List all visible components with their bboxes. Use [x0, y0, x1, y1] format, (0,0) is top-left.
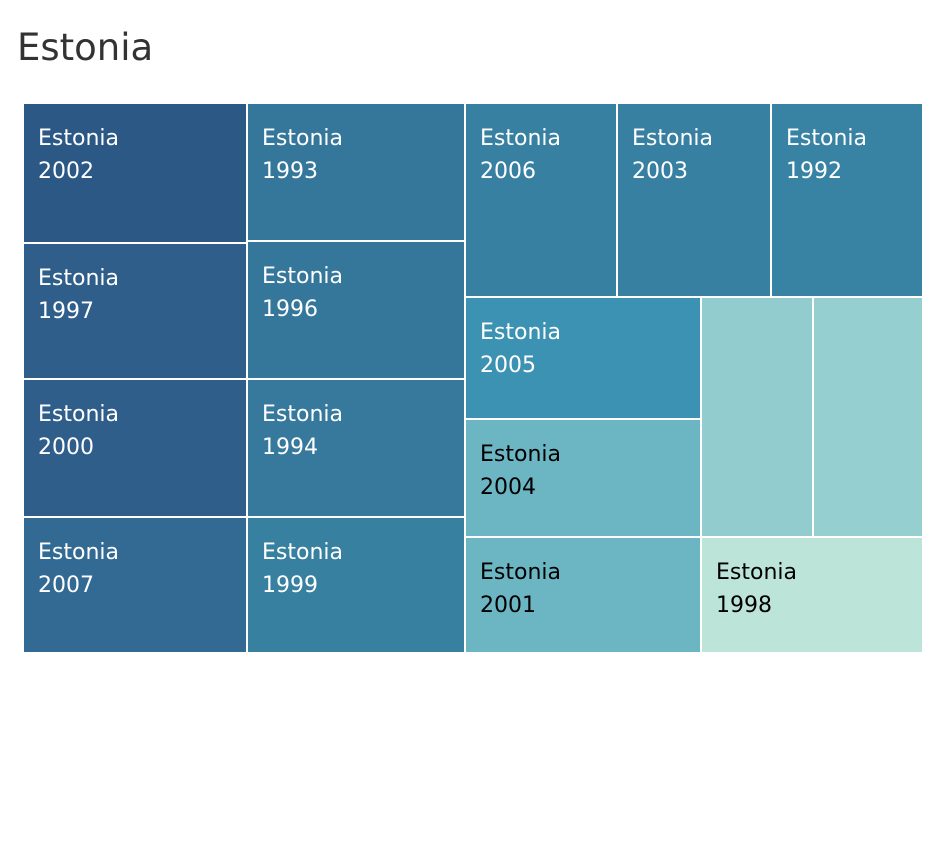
tile-country-label: Estonia [262, 402, 343, 427]
tile-label: Estonia 2000 [38, 398, 119, 464]
tile-label: Estonia 2005 [480, 316, 561, 382]
tile-country-label: Estonia [716, 560, 797, 585]
treemap-tile-2000[interactable]: Estonia 2000 [23, 379, 247, 517]
tile-year-label: 2005 [480, 353, 536, 378]
treemap-tile-2002[interactable]: Estonia 2002 [23, 103, 247, 243]
tile-label: Estonia 2006 [480, 122, 561, 188]
treemap-tile-2003[interactable]: Estonia 2003 [617, 103, 771, 297]
tile-year-label: 1992 [786, 159, 842, 184]
tile-label: Estonia 1993 [262, 122, 343, 188]
tile-year-label: 2006 [480, 159, 536, 184]
tile-country-label: Estonia [480, 320, 561, 345]
tile-label: Estonia 1998 [716, 556, 797, 622]
treemap-tile-1999[interactable]: Estonia 1999 [247, 517, 465, 653]
tile-label: Estonia 2001 [480, 556, 561, 622]
tile-year-label: 1996 [262, 297, 318, 322]
tile-year-label: 2000 [38, 435, 94, 460]
treemap: Estonia 2002 Estonia 1997 Estonia 2000 Estonia… [23, 103, 923, 653]
tile-label: Estonia 1992 [786, 122, 867, 188]
tile-country-label: Estonia [38, 402, 119, 427]
tile-country-label: Estonia [786, 126, 867, 151]
tile-country-label: Estonia [262, 540, 343, 565]
tile-label: Estonia 2002 [38, 122, 119, 188]
tile-country-label: Estonia [632, 126, 713, 151]
chart-title: Estonia [17, 26, 154, 69]
tile-year-label: 1998 [716, 593, 772, 618]
tile-year-label: 1994 [262, 435, 318, 460]
tile-label: Estonia 1996 [262, 260, 343, 326]
treemap-tile-unlabeled-14[interactable] [701, 297, 813, 537]
tile-year-label: 1993 [262, 159, 318, 184]
tile-label: Estonia 2003 [632, 122, 713, 188]
treemap-tile-2006[interactable]: Estonia 2006 [465, 103, 617, 297]
treemap-tile-2007[interactable]: Estonia 2007 [23, 517, 247, 653]
treemap-tile-1996[interactable]: Estonia 1996 [247, 241, 465, 379]
tile-year-label: 2002 [38, 159, 94, 184]
tile-year-label: 1999 [262, 573, 318, 598]
tile-year-label: 2007 [38, 573, 94, 598]
tile-country-label: Estonia [480, 126, 561, 151]
treemap-tile-2001[interactable]: Estonia 2001 [465, 537, 701, 653]
tile-year-label: 1997 [38, 299, 94, 324]
tile-country-label: Estonia [480, 560, 561, 585]
treemap-tile-1994[interactable]: Estonia 1994 [247, 379, 465, 517]
treemap-tile-1993[interactable]: Estonia 1993 [247, 103, 465, 241]
tile-year-label: 2003 [632, 159, 688, 184]
tile-country-label: Estonia [262, 264, 343, 289]
tile-label: Estonia 2004 [480, 438, 561, 504]
tile-country-label: Estonia [38, 126, 119, 151]
tile-label: Estonia 1997 [38, 262, 119, 328]
tile-year-label: 2004 [480, 475, 536, 500]
tile-label: Estonia 2007 [38, 536, 119, 602]
treemap-tile-2004[interactable]: Estonia 2004 [465, 419, 701, 537]
tile-label: Estonia 1999 [262, 536, 343, 602]
treemap-tile-unlabeled-15[interactable] [813, 297, 923, 537]
tile-country-label: Estonia [262, 126, 343, 151]
tile-label: Estonia 1994 [262, 398, 343, 464]
treemap-tile-1998[interactable]: Estonia 1998 [701, 537, 923, 653]
tile-country-label: Estonia [38, 540, 119, 565]
treemap-tile-1997[interactable]: Estonia 1997 [23, 243, 247, 379]
treemap-tile-1992[interactable]: Estonia 1992 [771, 103, 923, 297]
tile-country-label: Estonia [480, 442, 561, 467]
tile-country-label: Estonia [38, 266, 119, 291]
tile-year-label: 2001 [480, 593, 536, 618]
treemap-tile-2005[interactable]: Estonia 2005 [465, 297, 701, 419]
